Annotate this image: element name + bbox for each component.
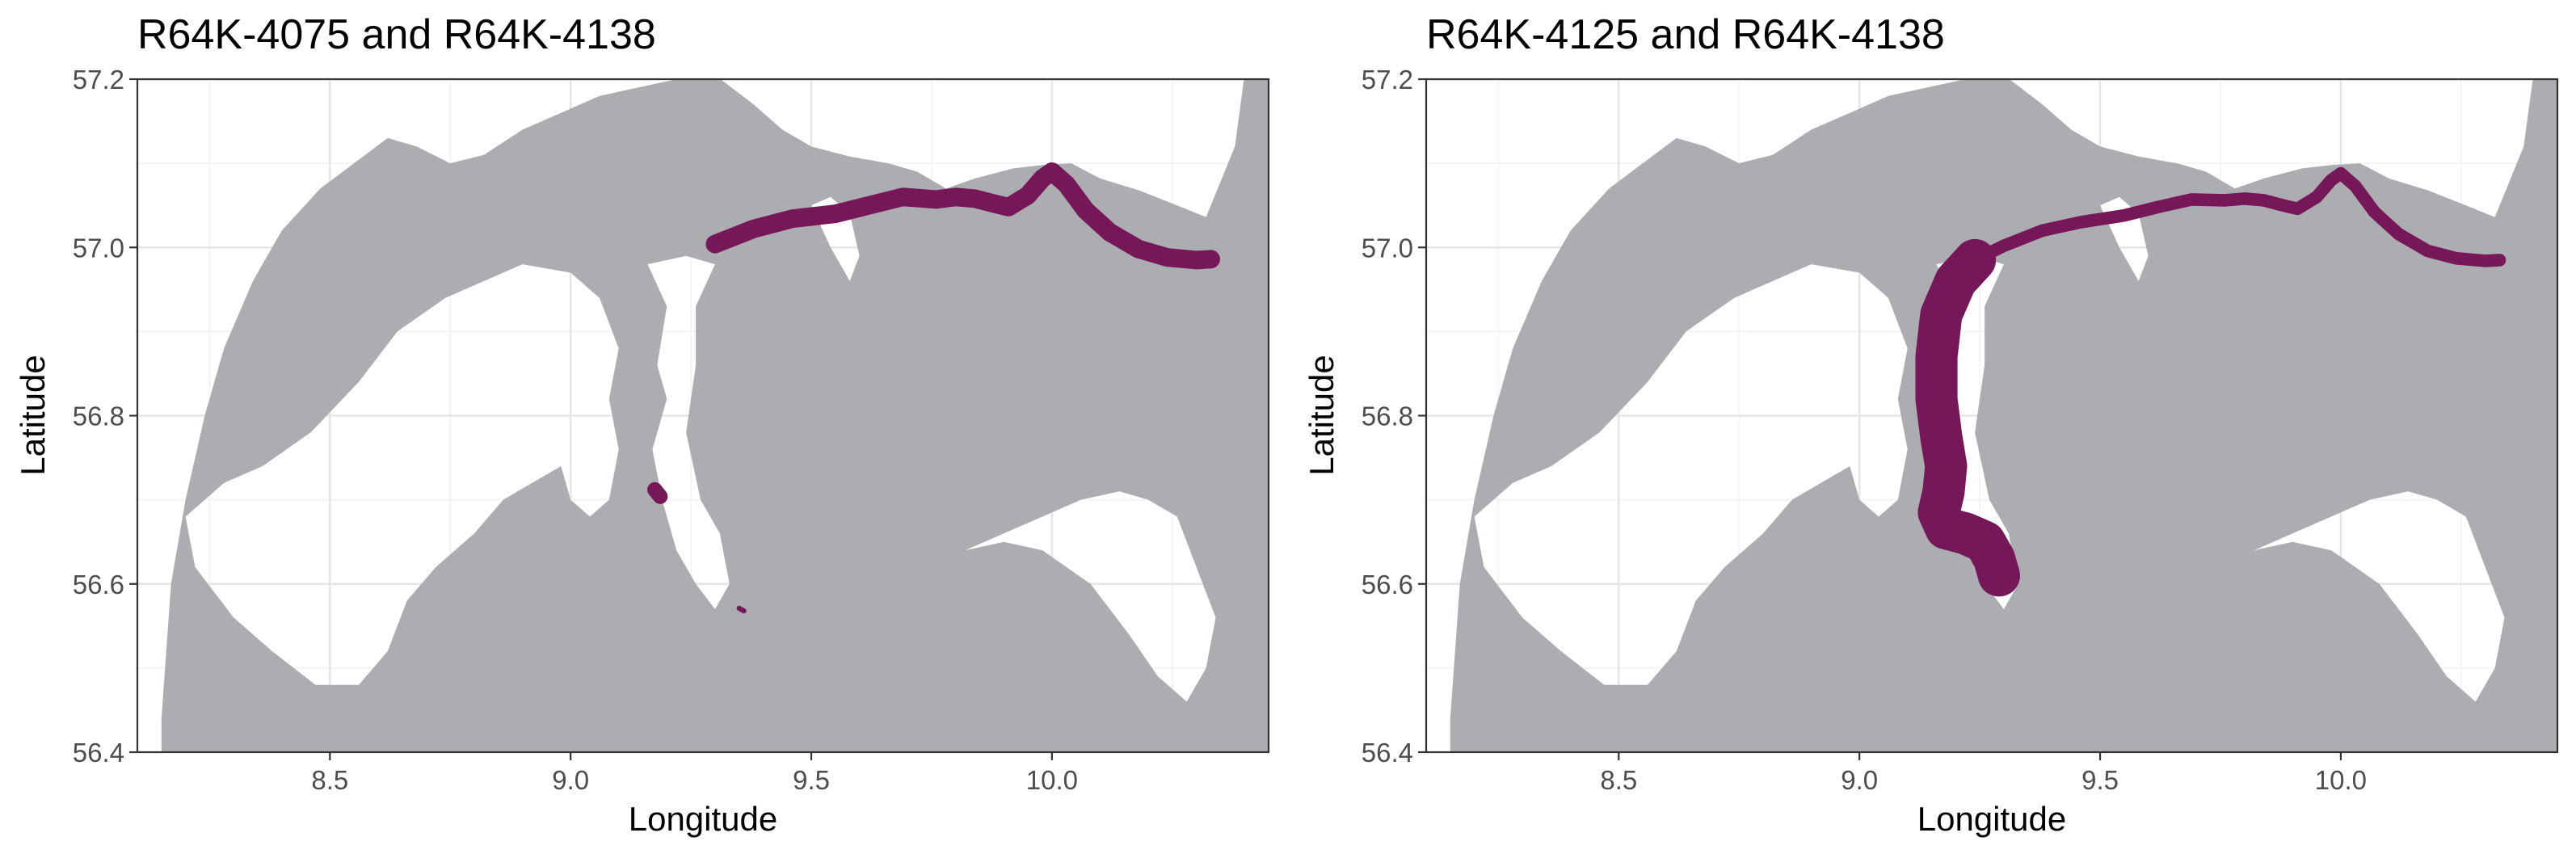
track-2[interactable] [1915,238,2020,597]
track-1[interactable] [705,162,1220,270]
panel-1-y-axis-title: Latitude [14,355,52,475]
panel-1-plot-area[interactable] [137,75,1269,752]
y-tick-label: 57.2 [73,65,124,95]
track-1[interactable] [1968,166,2507,267]
x-tick-label: 9.0 [1841,765,1878,795]
x-tick-label: 9.0 [552,765,589,795]
track-3[interactable] [736,605,747,614]
panel-1-x-axis: 8.5 9.0 9.5 10.0 [311,752,1078,795]
x-tick-label: 8.5 [1600,765,1637,795]
panel-2-tracks [1915,166,2507,597]
x-tick-label: 9.5 [2081,765,2119,795]
panel-1-x-axis-title: Longitude [629,800,778,838]
y-tick-label: 56.6 [73,570,124,599]
y-tick-label: 56.4 [1362,738,1413,768]
panel-2-y-axis-title: Latitude [1303,355,1341,475]
x-tick-label: 10.0 [2315,765,2367,795]
y-tick-label: 57.2 [1362,65,1413,95]
x-tick-label: 10.0 [1026,765,1078,795]
y-tick-label: 57.0 [73,233,124,263]
panel-2-x-axis: 8.5 9.0 9.5 10.0 [1600,752,2367,795]
panel-1-title: R64K-4075 and R64K-4138 [137,11,656,58]
x-tick-label: 8.5 [311,765,348,795]
y-tick-label: 56.4 [73,738,124,768]
panel-2-y-axis: 56.4 56.6 56.8 57.0 57.2 [1362,65,1426,768]
y-tick-label: 56.8 [73,402,124,431]
x-tick-label: 9.5 [793,765,830,795]
map-panel-2: R64K-4125 and R64K-4138 8.5 9.0 9.5 10.0 56… [1303,11,2559,838]
y-tick-label: 57.0 [1362,233,1413,263]
track-2[interactable] [647,482,668,504]
panel-2-plot-area[interactable] [1426,75,2557,752]
panel-2-land [1450,79,2557,752]
panel-2-x-axis-title: Longitude [1917,800,2067,838]
y-tick-label: 56.6 [1362,570,1413,599]
panel-1-y-axis: 56.4 56.6 56.8 57.0 57.2 [73,65,137,768]
panel-1-land [161,79,1269,752]
map-panel-1: R64K-4075 and R64K-4138 8.5 9.0 9.5 10.0 56… [14,11,1270,838]
y-tick-label: 56.8 [1362,402,1413,431]
panel-2-title: R64K-4125 and R64K-4138 [1426,11,1945,58]
panel-1-tracks [647,162,1220,614]
